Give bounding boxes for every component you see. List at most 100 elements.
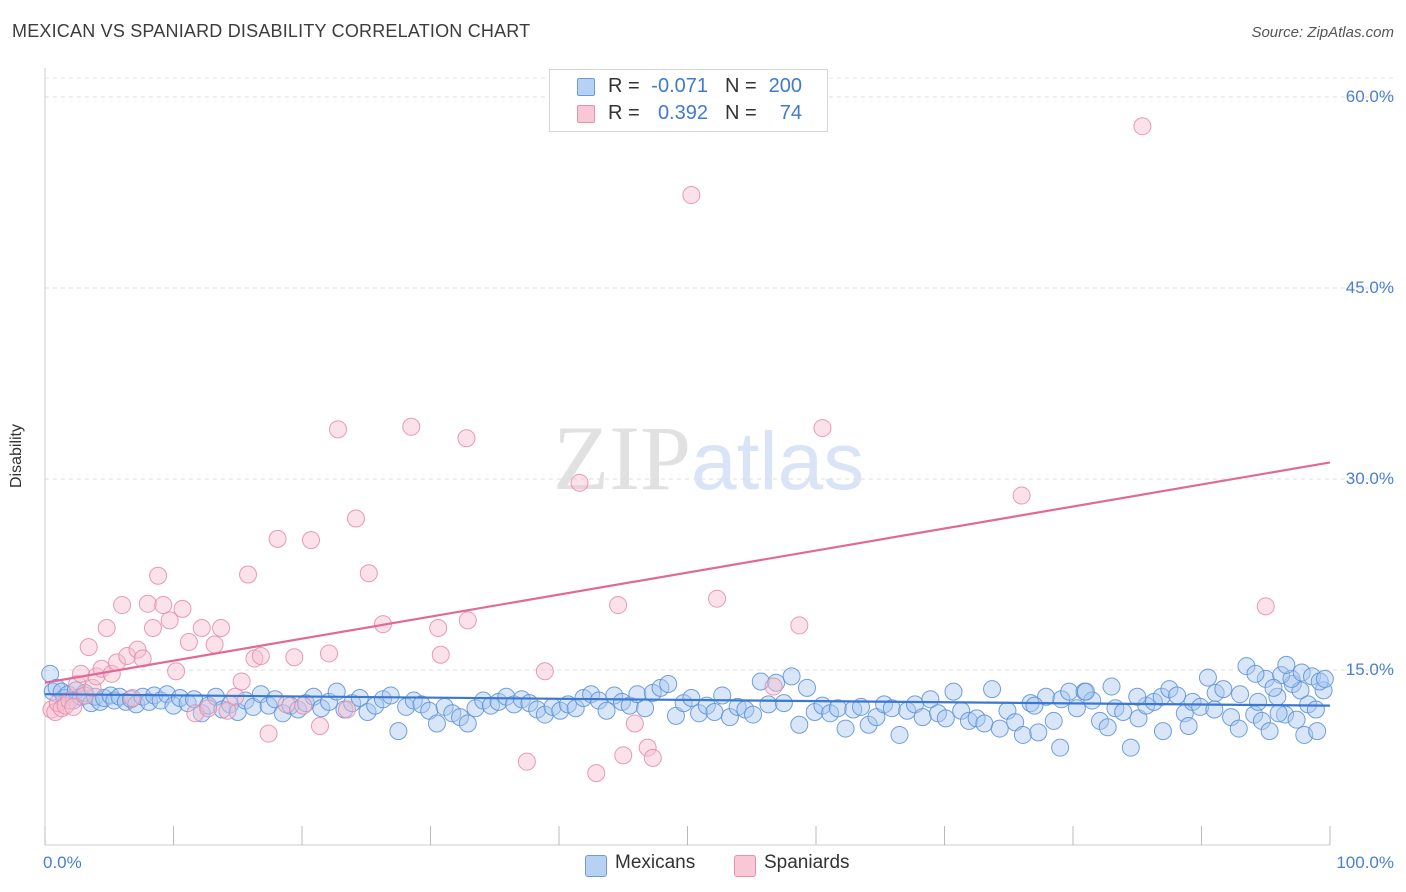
mexicans-point: [990, 719, 1009, 738]
mexicans-point: [921, 690, 940, 709]
mexicans-point: [705, 703, 724, 722]
spaniards-point: [167, 662, 186, 681]
spaniards-point: [212, 618, 231, 637]
mexicans-point: [1252, 711, 1271, 730]
mexicans-point: [1237, 657, 1256, 676]
legend-swatch-mexicans: [585, 855, 607, 877]
mexicans-point: [1264, 678, 1283, 697]
spaniards-point: [570, 473, 589, 492]
legend-label-spaniards: Spaniards: [764, 852, 850, 873]
spaniards-point: [259, 724, 278, 743]
mexicans-point: [597, 701, 616, 720]
spaniards-point: [310, 717, 329, 736]
spaniards-trend-line: [44, 461, 1331, 684]
mexicans-point: [1308, 722, 1327, 741]
mexicans-point: [1121, 738, 1140, 757]
spaniards-point: [149, 566, 168, 585]
spaniards-point: [83, 678, 102, 697]
legend-n-label: N =: [725, 75, 757, 97]
mexicans-point: [535, 705, 554, 724]
legend-n-label: N =: [725, 102, 757, 124]
mexicans-point: [1292, 663, 1311, 682]
mexicans-point: [1315, 669, 1334, 688]
mexicans-point: [412, 695, 431, 714]
mexicans-point: [836, 719, 855, 738]
mexicans-point: [713, 686, 732, 705]
spaniards-point: [402, 417, 421, 436]
spaniards-point: [128, 640, 147, 659]
spaniards-point: [154, 596, 173, 615]
spaniards-point: [173, 599, 192, 618]
spaniards-point: [458, 611, 477, 630]
mexicans-point: [427, 714, 446, 733]
spaniards-point: [97, 618, 116, 637]
mexicans-point: [358, 703, 377, 722]
mexicans-point: [851, 697, 870, 716]
x-tick-label-100: 100.0%: [1336, 853, 1394, 872]
legend-r-label: R =: [608, 102, 640, 124]
spaniards-point: [79, 638, 98, 657]
mexicans-point: [1249, 692, 1268, 711]
mexicans-point: [1083, 691, 1102, 710]
y-tick-label-45: 45.0%: [1345, 278, 1394, 297]
y-tick-label-15: 15.0%: [1345, 660, 1394, 679]
mexicans-point: [1198, 668, 1217, 687]
mexicans-point: [1214, 680, 1233, 699]
watermark-logo: ZIPatlas: [553, 405, 864, 511]
mexicans-point: [1060, 682, 1079, 701]
spaniards-point: [251, 646, 270, 665]
spaniards-point: [517, 752, 536, 771]
legend-r-value-mexicans: -0.071: [651, 75, 708, 97]
mexicans-point: [273, 704, 292, 723]
spaniards-point: [277, 695, 296, 714]
mexicans-point: [1090, 711, 1109, 730]
spaniards-point: [328, 420, 347, 439]
mexicans-point: [266, 690, 285, 709]
mexicans-point: [497, 687, 516, 706]
spaniards-point: [192, 618, 211, 637]
legend-row-spaniards: R = 0.392 N = 74: [550, 101, 827, 127]
mexicans-point: [466, 699, 485, 718]
mexicans-point: [1287, 710, 1306, 729]
mexicans-point: [1153, 722, 1172, 741]
mexicans-point: [944, 682, 963, 701]
x-tick-label-0: 0.0%: [43, 853, 82, 872]
mexicans-point: [1277, 655, 1296, 674]
mexicans-point: [828, 699, 847, 718]
mexicans-point: [720, 708, 739, 727]
mexicans-point: [1051, 738, 1070, 757]
spaniards-point: [790, 616, 809, 635]
spaniards-point: [232, 672, 251, 691]
mexicans-point: [805, 703, 824, 722]
spaniards-point: [535, 662, 554, 681]
spaniards-point: [160, 611, 179, 630]
mexicans-point: [1282, 669, 1301, 688]
spaniards-point: [205, 635, 224, 654]
spaniards-point: [431, 645, 450, 664]
spaniards-point: [682, 186, 701, 205]
spaniards-point: [1256, 597, 1275, 616]
spaniards-point: [218, 701, 237, 720]
spaniards-point: [71, 664, 90, 683]
legend-row-mexicans: R = -0.071 N = 200: [550, 74, 827, 100]
spaniards-point: [625, 714, 644, 733]
mexicans-point: [682, 689, 701, 708]
spaniards-point: [64, 697, 83, 716]
mexicans-point: [782, 667, 801, 686]
mexicans-point: [1013, 725, 1032, 744]
mexicans-point: [1229, 719, 1248, 738]
mexicans-point: [1314, 681, 1333, 700]
mexicans-point: [1246, 664, 1265, 683]
legend-n-value-mexicans: 200: [768, 75, 802, 97]
mexicans-point: [744, 705, 763, 724]
y-tick-label-30: 30.0%: [1345, 469, 1394, 488]
mexicans-point: [551, 701, 570, 720]
legend-swatch-mexicans: [577, 78, 595, 96]
spaniards-point: [457, 429, 476, 448]
mexicans-point: [1179, 717, 1198, 736]
mexicans-point: [790, 715, 809, 734]
watermark-atlas: atlas: [691, 416, 865, 507]
legend-n-value-spaniards: 74: [779, 102, 802, 124]
spaniards-point: [764, 677, 783, 696]
mexicans-point: [798, 678, 817, 697]
